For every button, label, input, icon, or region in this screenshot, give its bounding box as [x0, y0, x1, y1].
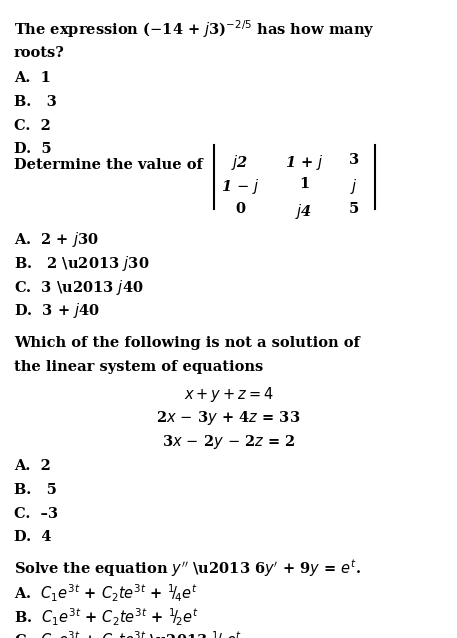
- Text: B.   5: B. 5: [14, 483, 57, 497]
- Text: C.  $C_1e^{3t}$ + $C_2te^{3t}$ \u2013 $^1\!/\!_2e^t$: C. $C_1e^{3t}$ + $C_2te^{3t}$ \u2013 $^1…: [14, 630, 242, 638]
- Text: 2$x$ $-$ 3$y$ + 4$z$ = 33: 2$x$ $-$ 3$y$ + 4$z$ = 33: [156, 409, 301, 427]
- Text: C.  3 \u2013 $j$40: C. 3 \u2013 $j$40: [14, 278, 143, 297]
- Text: Solve the equation $y''$ \u2013 6$y'$ + 9$y$ = $e^t$.: Solve the equation $y''$ \u2013 6$y'$ + …: [14, 557, 361, 579]
- Text: A.  2: A. 2: [14, 459, 51, 473]
- Text: B.   2 \u2013 $j$30: B. 2 \u2013 $j$30: [14, 254, 149, 273]
- Text: 1 $-$ $j$: 1 $-$ $j$: [221, 177, 259, 197]
- Text: C.  –3: C. –3: [14, 507, 58, 521]
- Text: 1 + $j$: 1 + $j$: [285, 153, 323, 172]
- Text: The expression ($-$14 + $j$3)$^{-2/5}$ has how many: The expression ($-$14 + $j$3)$^{-2/5}$ h…: [14, 18, 374, 40]
- Text: $j$2: $j$2: [231, 153, 249, 172]
- Text: roots?: roots?: [14, 46, 64, 60]
- Text: D.  3 + $j$40: D. 3 + $j$40: [14, 301, 100, 320]
- Text: 1: 1: [299, 177, 309, 191]
- Text: $j$: $j$: [351, 177, 358, 197]
- Text: B.   3: B. 3: [14, 95, 57, 109]
- Text: A.  1: A. 1: [14, 71, 51, 85]
- Text: $x + y + z = 4$: $x + y + z = 4$: [184, 385, 273, 404]
- Text: D.  4: D. 4: [14, 530, 51, 544]
- Text: A.  $C_1e^{3t}$ + $C_2te^{3t}$ + $^1\!/\!_4e^t$: A. $C_1e^{3t}$ + $C_2te^{3t}$ + $^1\!/\!…: [14, 582, 197, 604]
- Text: B.  $C_1e^{3t}$ + $C_2te^{3t}$ + $^1\!/\!_2e^t$: B. $C_1e^{3t}$ + $C_2te^{3t}$ + $^1\!/\!…: [14, 606, 198, 628]
- Text: Determine the value of: Determine the value of: [14, 158, 202, 172]
- Text: 0: 0: [235, 202, 245, 216]
- Text: A.  2 + $j$30: A. 2 + $j$30: [14, 230, 99, 249]
- Text: Which of the following is not a solution of: Which of the following is not a solution…: [14, 336, 360, 350]
- Text: D.  5: D. 5: [14, 142, 51, 156]
- Text: $j$4: $j$4: [295, 202, 313, 221]
- Text: 3: 3: [349, 153, 359, 167]
- Text: 5: 5: [349, 202, 359, 216]
- Text: C.  2: C. 2: [14, 119, 51, 133]
- Text: 3$x$ $-$ 2$y$ $-$ 2$z$ = 2: 3$x$ $-$ 2$y$ $-$ 2$z$ = 2: [162, 433, 295, 450]
- Text: the linear system of equations: the linear system of equations: [14, 360, 263, 374]
